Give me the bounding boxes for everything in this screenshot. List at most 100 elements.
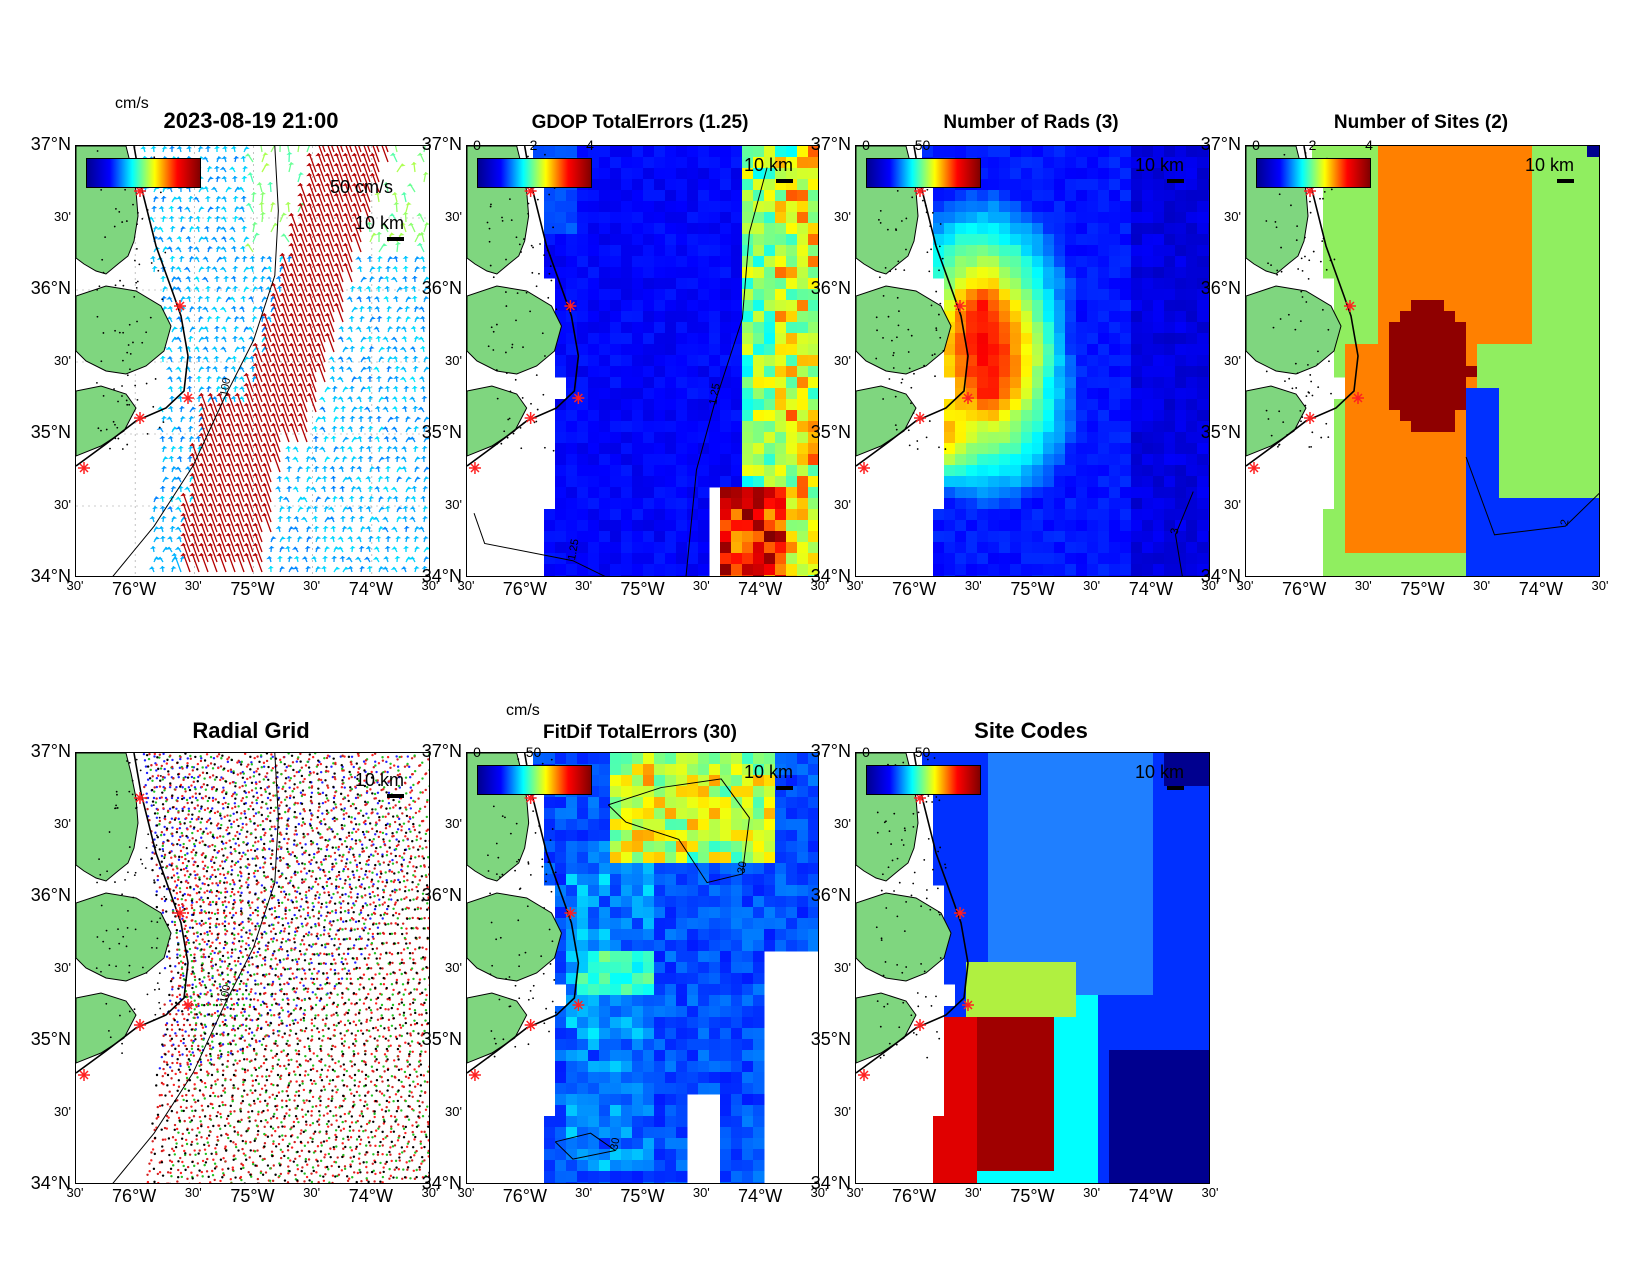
current-vector	[243, 236, 250, 243]
current-vector	[402, 505, 409, 513]
current-vector	[347, 566, 354, 573]
current-vector	[278, 266, 285, 273]
current-vector	[324, 272, 335, 293]
current-vector	[270, 382, 281, 403]
current-vector	[387, 326, 394, 333]
current-vector	[259, 275, 266, 283]
current-vector	[351, 202, 362, 223]
current-vector	[409, 346, 416, 353]
current-vector	[152, 196, 159, 203]
current-vector	[159, 355, 166, 363]
current-vector	[207, 532, 218, 553]
site-marker	[858, 1069, 870, 1081]
current-vector	[162, 476, 170, 483]
current-vector	[395, 326, 402, 333]
current-vector	[306, 146, 310, 153]
current-vector	[288, 382, 299, 403]
gridded-field	[533, 146, 818, 576]
current-vector	[329, 366, 336, 373]
current-vector	[207, 452, 218, 473]
current-vector	[324, 282, 335, 303]
current-vector	[342, 386, 349, 393]
scale-bar-label: 10 km	[355, 213, 405, 233]
longitude-label: 75°W	[620, 1186, 665, 1206]
current-vector	[358, 415, 365, 423]
current-vector	[221, 156, 228, 163]
current-vector	[206, 216, 213, 223]
current-vector	[223, 275, 230, 283]
current-vector	[216, 296, 223, 303]
current-vector	[315, 172, 326, 193]
current-vector	[234, 452, 245, 473]
current-vector	[168, 205, 175, 213]
current-vector	[355, 326, 362, 333]
current-vector	[297, 466, 304, 473]
current-vector	[171, 426, 178, 433]
current-vector	[351, 152, 362, 173]
current-vector	[270, 372, 281, 393]
current-vector	[315, 362, 326, 383]
scale-bar	[1167, 179, 1184, 183]
current-vector	[270, 352, 281, 373]
latitude-label: 35°N	[1200, 422, 1241, 442]
current-vector	[252, 462, 263, 483]
current-vector	[220, 206, 227, 213]
current-vector	[411, 275, 418, 283]
current-vector	[414, 316, 421, 323]
current-vector	[333, 182, 344, 203]
map-plot-area: 1.25 1.25	[466, 145, 819, 577]
current-vector	[207, 472, 218, 493]
current-vector	[367, 146, 371, 153]
current-vector	[306, 182, 317, 203]
current-vector	[234, 206, 241, 213]
current-vector	[193, 256, 200, 263]
current-vector	[234, 392, 245, 413]
current-vector	[161, 465, 168, 473]
current-vector	[279, 546, 286, 553]
current-vector	[179, 436, 186, 443]
current-vector	[350, 486, 357, 493]
current-vector	[315, 252, 326, 273]
current-vector	[279, 312, 290, 333]
current-vector	[391, 396, 398, 403]
current-vector	[237, 186, 245, 193]
current-vector	[383, 436, 390, 443]
current-vector	[266, 556, 273, 563]
current-vector	[368, 346, 375, 353]
radial-grid-rings	[146, 753, 429, 1183]
scale-bar-label: 10 km	[355, 770, 405, 790]
current-vector	[378, 526, 385, 533]
current-vector	[234, 402, 245, 423]
current-vector	[288, 322, 299, 343]
current-vector	[166, 416, 173, 423]
current-vector	[234, 552, 245, 573]
current-vector	[399, 376, 407, 383]
current-vector	[393, 201, 400, 213]
current-vector	[261, 152, 269, 163]
current-vector	[341, 526, 348, 533]
current-vector	[365, 476, 372, 483]
current-vector	[168, 455, 175, 463]
current-vector	[400, 192, 407, 203]
current-vector	[240, 195, 247, 203]
colorbar	[86, 158, 201, 188]
current-vector	[189, 512, 200, 533]
current-vector	[188, 416, 195, 423]
current-vector	[261, 372, 272, 393]
current-vector	[346, 526, 353, 533]
site-marker	[134, 1019, 146, 1031]
current-vector	[220, 236, 227, 243]
latitude-label: 34°N	[421, 1173, 462, 1193]
current-vector	[187, 245, 194, 253]
current-vector	[238, 306, 245, 313]
latitude-label: 37°N	[30, 134, 71, 154]
current-vector	[234, 346, 241, 353]
current-vector	[369, 266, 376, 273]
current-vector	[409, 376, 416, 383]
current-vector	[189, 502, 200, 523]
current-vector	[252, 276, 259, 283]
current-vector	[359, 315, 366, 323]
current-vector	[377, 445, 384, 453]
current-vector	[385, 465, 392, 473]
current-vector	[234, 472, 245, 493]
